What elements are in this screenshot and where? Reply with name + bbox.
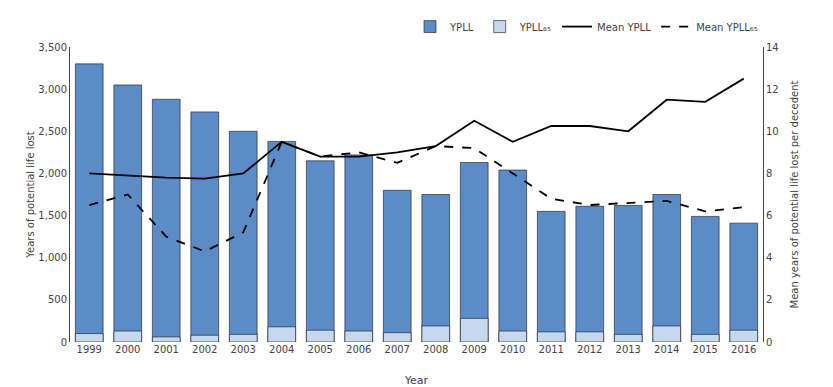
svg-text:3,000: 3,000 (38, 84, 67, 95)
svg-text:2,000: 2,000 (38, 168, 67, 179)
svg-text:2001: 2001 (154, 344, 179, 355)
svg-text:1999: 1999 (77, 344, 102, 355)
svg-text:Mean YPLL: Mean YPLL (597, 22, 651, 33)
svg-text:2013: 2013 (616, 344, 641, 355)
svg-text:10: 10 (766, 126, 779, 137)
svg-text:2009: 2009 (462, 344, 487, 355)
svg-text:Year: Year (404, 374, 429, 387)
svg-text:2007: 2007 (385, 344, 410, 355)
svg-text:2000: 2000 (115, 344, 140, 355)
svg-text:14: 14 (766, 42, 779, 53)
svg-text:2010: 2010 (500, 344, 525, 355)
svg-text:2015: 2015 (693, 344, 718, 355)
svg-text:Mean years of potential life l: Mean years of potential life lost per de… (789, 80, 800, 308)
svg-text:12: 12 (766, 84, 779, 95)
svg-text:2,500: 2,500 (38, 126, 67, 137)
svg-text:YPLL₆₅: YPLL₆₅ (519, 22, 551, 33)
svg-text:2006: 2006 (346, 344, 371, 355)
svg-text:2: 2 (766, 294, 772, 305)
svg-text:2004: 2004 (269, 344, 294, 355)
svg-text:Years of potential life lost: Years of potential life lost (25, 131, 36, 259)
svg-text:0: 0 (766, 337, 772, 348)
svg-text:2014: 2014 (654, 344, 679, 355)
svg-text:2003: 2003 (231, 344, 256, 355)
svg-text:3,500: 3,500 (38, 42, 67, 53)
svg-text:0: 0 (61, 337, 67, 348)
svg-text:YPLL: YPLL (449, 22, 474, 33)
svg-text:500: 500 (48, 294, 67, 305)
svg-text:2008: 2008 (423, 344, 448, 355)
svg-text:2002: 2002 (192, 344, 217, 355)
svg-text:Mean YPLL₆₅: Mean YPLL₆₅ (696, 22, 758, 33)
svg-text:2016: 2016 (731, 344, 756, 355)
svg-text:6: 6 (766, 210, 772, 221)
svg-text:1,500: 1,500 (38, 210, 67, 221)
svg-text:4: 4 (766, 252, 772, 263)
svg-text:1,000: 1,000 (38, 252, 67, 263)
svg-text:2005: 2005 (308, 344, 333, 355)
svg-text:2012: 2012 (577, 344, 602, 355)
svg-text:8: 8 (766, 168, 772, 179)
svg-text:2011: 2011 (539, 344, 564, 355)
